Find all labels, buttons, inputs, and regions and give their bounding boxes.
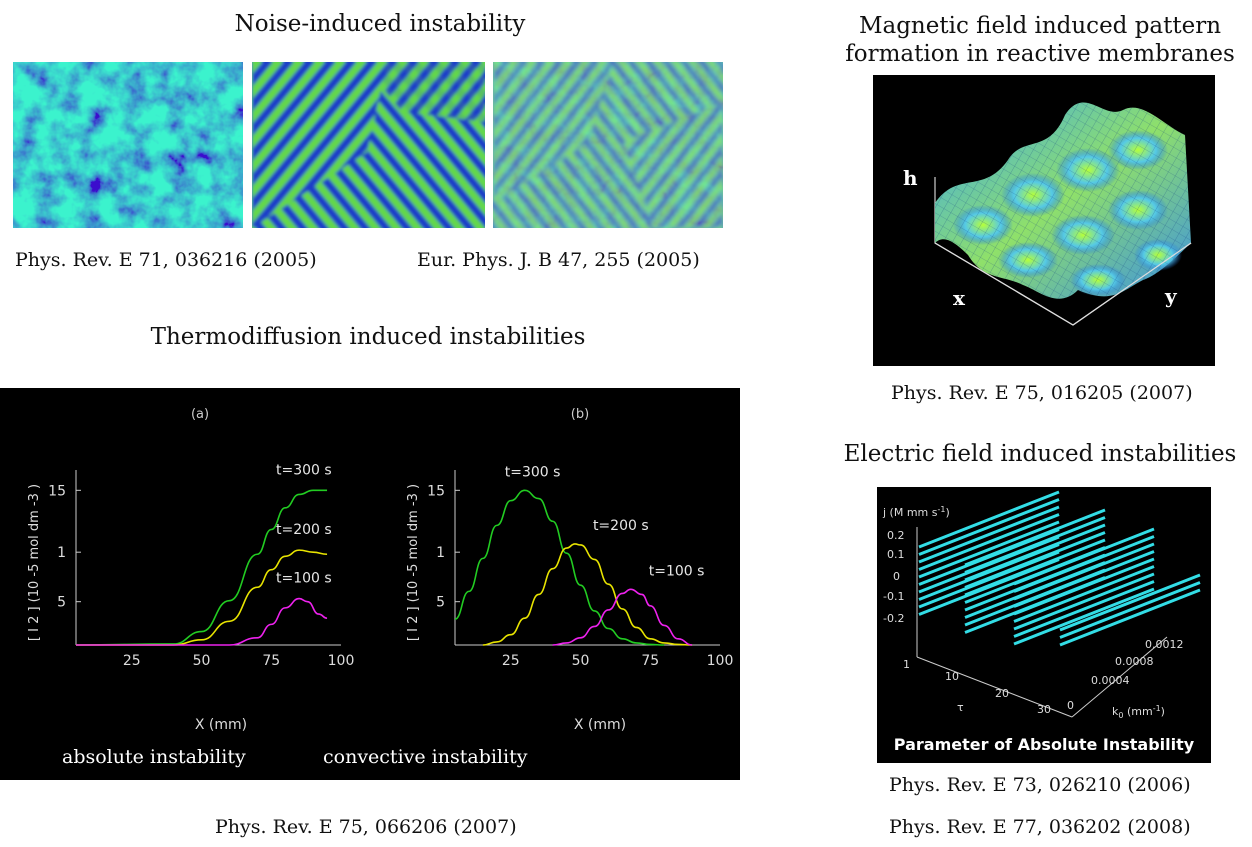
tau-tick-4: 30 — [1037, 703, 1051, 716]
x-tick-label: 75 — [262, 653, 280, 669]
j-tick-1: 0.2 — [887, 529, 905, 542]
tau-tick-3: 20 — [995, 687, 1009, 700]
noise-cite-right: Eur. Phys. J. B 47, 255 (2005) — [417, 249, 700, 271]
y-tick-label: 5 — [57, 595, 66, 611]
series-line — [75, 597, 328, 646]
magnetic-title-line2: formation in reactive membranes — [845, 41, 1235, 67]
electric-chart: j (M mm s-1) 0.2 0.1 0 -0.1 -0.2 1 10 20… — [882, 490, 1201, 754]
series-line — [75, 549, 328, 646]
electric-trace — [1059, 573, 1201, 632]
electric-trace — [1013, 550, 1155, 608]
y-axis-label: [ I 2 ] (10 -5 mol dm -3 ) — [27, 484, 42, 641]
series-line — [482, 543, 693, 646]
axis-label-y: y — [1164, 284, 1178, 308]
electric-trace — [964, 538, 1106, 597]
x-tick-label: 100 — [707, 653, 734, 669]
electric-chart-panel: j (M mm s-1) 0.2 0.1 0 -0.1 -0.2 1 10 20… — [877, 487, 1211, 763]
thermo-title: Thermodiffusion induced instabilities — [150, 324, 586, 350]
electric-trace — [1013, 535, 1155, 593]
caption-absolute: absolute instability — [62, 746, 246, 768]
x-tick-label: 25 — [502, 653, 520, 669]
x-tick-label: 75 — [641, 653, 659, 669]
axis-j-label: j (M mm s-1) — [882, 505, 950, 519]
x-tick-label: 50 — [193, 653, 211, 669]
x-axis-label: X (mm) — [574, 717, 626, 733]
tau-label: τ — [957, 701, 964, 714]
j-tick-4: -0.1 — [883, 590, 904, 603]
electric-trace — [918, 498, 1060, 556]
electric-trace — [1013, 587, 1155, 646]
mixed-pattern-image — [493, 62, 723, 228]
electric-trace — [964, 516, 1106, 574]
thermo-chart-panel: (a) 15 1 5 25 50 75 100 X (mm)[ I 2 ] (10 -5 mol… — [0, 388, 740, 780]
electric-trace — [918, 490, 1060, 549]
panel-label: (b) — [571, 407, 589, 422]
panel-label: (a) — [191, 407, 209, 422]
noise-pattern-image — [13, 62, 243, 228]
y-tick-label: 1 — [436, 545, 445, 561]
electric-trace — [1013, 572, 1155, 631]
electric-title: Electric field induced instabilities — [843, 441, 1237, 467]
electric-trace — [918, 513, 1060, 571]
magnetic-title: Magnetic field induced pattern formation… — [840, 12, 1240, 68]
tau-tick-2: 10 — [945, 670, 959, 683]
x-tick-label: 25 — [123, 653, 141, 669]
electric-trace — [918, 505, 1060, 564]
k-tick-1: 0 — [1067, 699, 1074, 712]
electric-trace — [1059, 581, 1201, 639]
j-tick-3: 0 — [893, 570, 900, 583]
magnetic-title-line1: Magnetic field induced pattern — [858, 13, 1222, 39]
noise-title: Noise-induced instability — [234, 11, 526, 37]
series-label: t=100 s — [649, 563, 705, 579]
k-tick-3: 0.0008 — [1115, 655, 1154, 668]
electric-line-group — [918, 490, 1201, 647]
y-tick-label: 15 — [427, 483, 445, 499]
series-line — [454, 489, 665, 646]
series-label: t=300 s — [505, 464, 561, 480]
y-tick-label: 5 — [436, 595, 445, 611]
caption-convective: convective instability — [323, 746, 528, 768]
axis-label-h: h — [903, 166, 918, 190]
electric-trace — [1013, 527, 1155, 586]
k-axis-label: k0 (mm-1) — [1112, 704, 1165, 720]
electric-trace — [964, 531, 1106, 589]
series-label: t=300 s — [276, 462, 332, 478]
electric-trace — [964, 523, 1106, 582]
y-tick-label: 1 — [57, 545, 66, 561]
electric-trace — [1013, 565, 1155, 623]
series-label: t=200 s — [593, 518, 649, 534]
j-tick-5: -0.2 — [883, 612, 904, 625]
stripe-pattern-image — [252, 62, 485, 228]
x-tick-label: 100 — [328, 653, 355, 669]
series-line — [75, 489, 328, 646]
magnetic-surface-panel: h x y — [873, 75, 1215, 366]
j-tick-2: 0.1 — [887, 548, 905, 561]
noise-cite-left: Phys. Rev. E 71, 036216 (2005) — [15, 249, 317, 271]
electric-banner: Parameter of Absolute Instability — [894, 735, 1195, 754]
electric-cite-2: Phys. Rev. E 77, 036202 (2008) — [889, 816, 1191, 838]
k-tick-4: 0.0012 — [1145, 638, 1184, 651]
axis-label-x: x — [953, 286, 966, 310]
series-label: t=200 s — [276, 522, 332, 538]
thermo-cite: Phys. Rev. E 75, 066206 (2007) — [215, 816, 517, 838]
electric-trace — [1059, 588, 1201, 647]
electric-trace — [964, 508, 1106, 567]
x-axis-label: X (mm) — [195, 717, 247, 733]
electric-trace — [918, 520, 1060, 579]
electric-trace — [1013, 542, 1155, 601]
series-line — [552, 588, 693, 646]
y-axis-label: [ I 2 ] (10 -5 mol dm -3 ) — [406, 484, 421, 641]
series-label: t=100 s — [276, 571, 332, 587]
electric-trace — [1013, 580, 1155, 638]
electric-trace — [1013, 557, 1155, 616]
k-tick-2: 0.0004 — [1091, 674, 1130, 687]
x-tick-label: 50 — [572, 653, 590, 669]
magnetic-cite: Phys. Rev. E 75, 016205 (2007) — [891, 382, 1193, 404]
electric-cite-1: Phys. Rev. E 73, 026210 (2006) — [889, 774, 1191, 796]
y-tick-label: 15 — [48, 483, 66, 499]
tau-tick-1: 1 — [903, 658, 910, 671]
